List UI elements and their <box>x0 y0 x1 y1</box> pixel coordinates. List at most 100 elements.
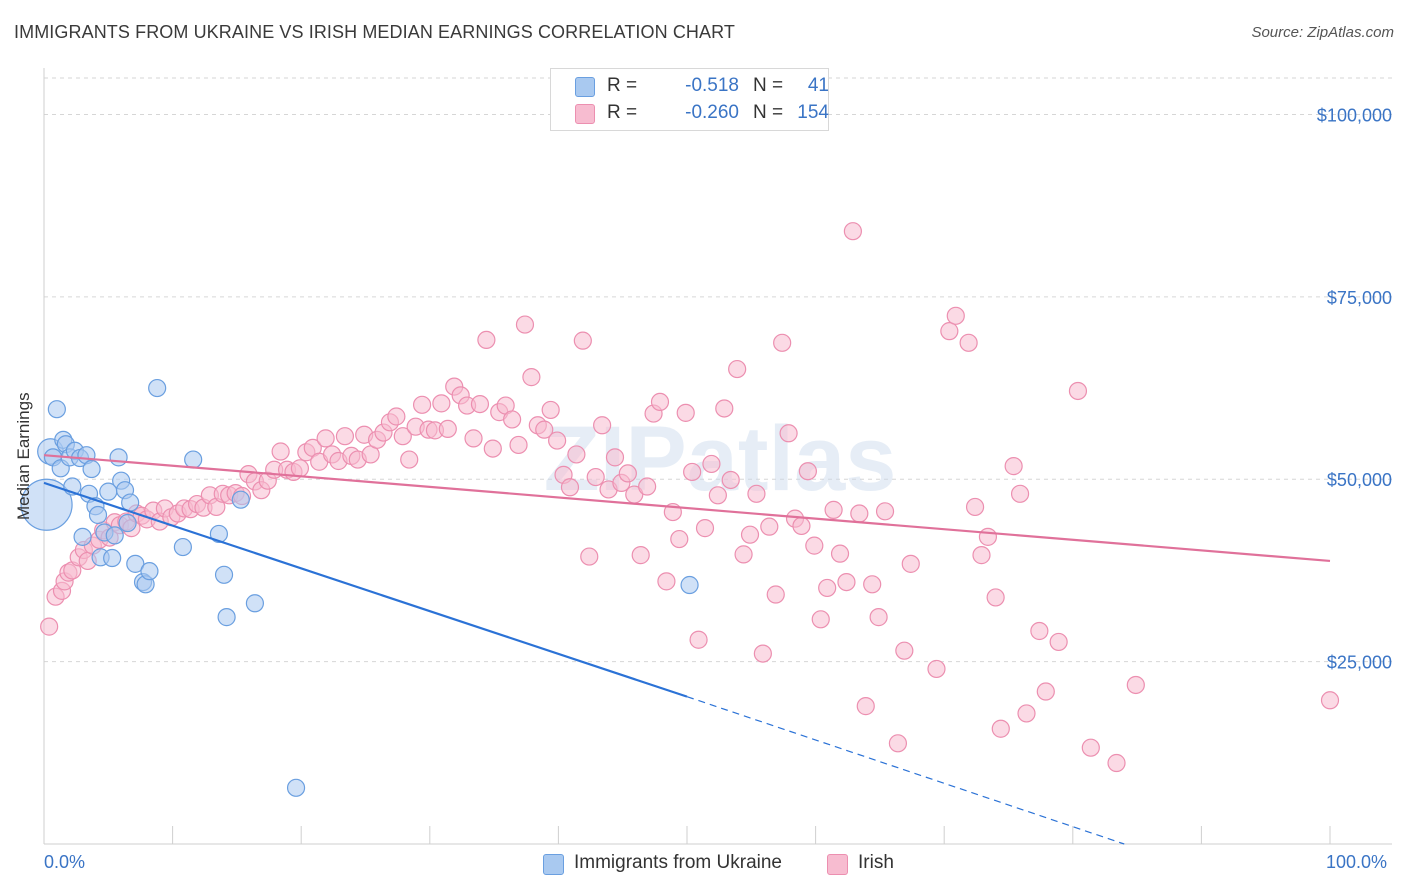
irish-point <box>740 525 760 544</box>
ukraine-point <box>231 490 250 509</box>
irish-point <box>708 486 727 505</box>
ukraine-point <box>214 565 234 584</box>
irish-point <box>1017 704 1036 723</box>
irish-point <box>40 617 59 636</box>
ukraine-point <box>73 527 92 546</box>
irish-point <box>438 419 457 439</box>
legend-label-irish: Irish <box>858 852 894 873</box>
irish-point <box>811 610 830 629</box>
irish-point <box>972 546 991 565</box>
ukraine-point <box>103 548 122 568</box>
irish-point <box>683 462 702 482</box>
y-tick-label: $100,000 <box>1317 105 1392 125</box>
ukraine-point <box>286 778 306 797</box>
irish-point <box>593 416 612 435</box>
irish-point <box>869 608 888 627</box>
pink-swatch-icon <box>575 104 595 124</box>
chart-title: IMMIGRANTS FROM UKRAINE VS IRISH MEDIAN … <box>14 22 736 42</box>
blue-swatch-icon <box>543 854 564 875</box>
irish-point <box>689 630 708 649</box>
irish-point <box>271 442 290 461</box>
irish-trend-line <box>43 454 1331 563</box>
n-value: 154 <box>797 102 829 123</box>
irish-point <box>760 517 779 536</box>
r-value: -0.518 <box>685 75 739 96</box>
irish-point <box>618 464 637 483</box>
irish-point <box>503 410 522 429</box>
irish-point <box>695 519 715 538</box>
irish-point <box>1081 738 1100 757</box>
irish-point <box>773 333 792 352</box>
irish-point <box>515 315 535 334</box>
irish-point <box>412 395 432 414</box>
ukraine-point <box>209 524 228 544</box>
irish-point <box>940 322 959 341</box>
ukraine-point <box>217 608 236 627</box>
irish-point <box>830 544 850 563</box>
y-tick-labels: $25,000 $50,000 $75,000 $100,000 <box>1317 105 1392 672</box>
irish-point <box>316 429 335 448</box>
irish-point <box>483 439 502 458</box>
irish-point <box>400 450 419 469</box>
irish-point <box>580 547 599 566</box>
ukraine-point <box>105 526 124 545</box>
irish-point <box>946 306 965 325</box>
irish-point <box>290 459 310 478</box>
irish-point <box>728 359 747 379</box>
ukraine-point <box>680 575 699 595</box>
irish-point <box>605 448 625 467</box>
irish-point <box>798 462 817 481</box>
ukraine-point <box>173 537 192 557</box>
irish-point <box>477 330 496 349</box>
irish-point <box>522 368 541 387</box>
y-tick-label: $75,000 <box>1327 288 1392 308</box>
irish-point <box>978 527 998 546</box>
legend-label-ukraine: Immigrants from Ukraine <box>574 852 782 873</box>
source-credit: Source: ZipAtlas.com <box>1251 24 1394 41</box>
irish-point <box>747 484 766 503</box>
irish-point <box>721 470 740 490</box>
irish-point <box>850 504 869 523</box>
irish-point <box>843 222 862 241</box>
irish-point <box>1030 621 1049 641</box>
irish-point <box>888 734 908 753</box>
irish-point <box>818 578 837 598</box>
ukraine-trend-extension <box>686 696 1125 845</box>
y-tick-label: $50,000 <box>1327 470 1392 490</box>
irish-point <box>1049 632 1068 652</box>
irish-point <box>657 572 676 591</box>
irish-point <box>753 644 772 663</box>
ukraine-point <box>184 450 203 469</box>
ukraine-point <box>82 459 101 479</box>
irish-point <box>991 719 1010 738</box>
irish-point <box>837 573 856 592</box>
ukraine-point <box>109 448 128 467</box>
irish-point <box>792 516 811 536</box>
ukraine-point <box>118 513 137 533</box>
irish-point <box>856 697 875 716</box>
irish-point <box>335 427 355 446</box>
irish-point <box>541 400 560 420</box>
irish-point <box>1126 675 1145 695</box>
irish-point <box>638 477 657 496</box>
irish-point <box>1004 457 1023 476</box>
r-value: -0.260 <box>685 102 739 123</box>
ukraine-point <box>126 554 145 573</box>
irish-point <box>567 445 586 464</box>
irish-point <box>573 331 592 350</box>
ukraine-point <box>140 562 159 581</box>
irish-point <box>965 497 985 517</box>
irish-point <box>650 392 670 412</box>
irish-point <box>986 588 1005 607</box>
y-tick-label: $25,000 <box>1327 653 1392 673</box>
gridlines <box>44 77 1392 663</box>
irish-point <box>875 502 895 521</box>
irish-point <box>586 467 605 487</box>
irish-point <box>901 554 920 573</box>
irish-point <box>959 333 978 352</box>
irish-point <box>702 454 721 474</box>
x-tick-label-max: 100.0% <box>1326 852 1388 872</box>
irish-point <box>766 585 785 604</box>
n-label: N = <box>753 102 784 123</box>
